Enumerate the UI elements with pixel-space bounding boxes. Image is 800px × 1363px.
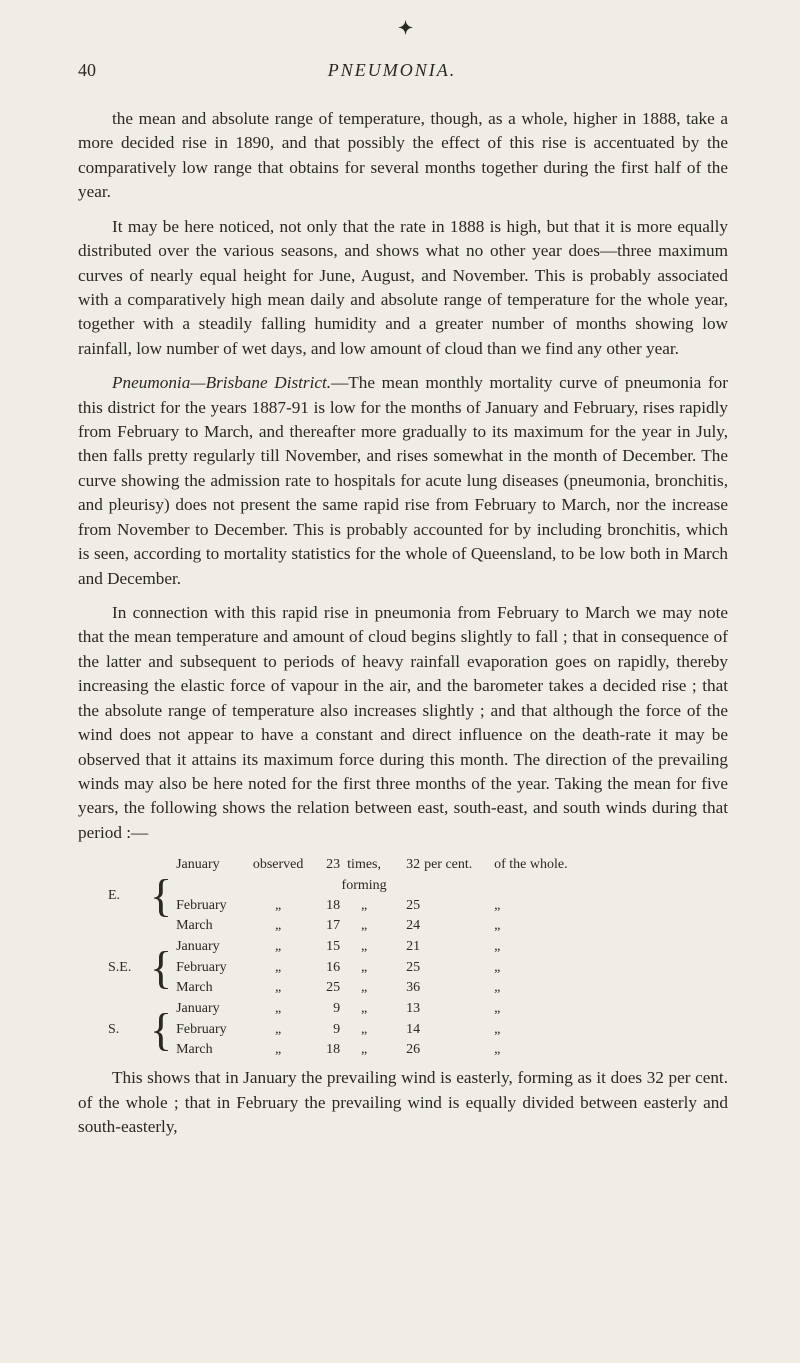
ditto-cell: „ — [340, 896, 388, 916]
wind-group-s: S. { January „ 9 „ 13 „ February „ 9 „ — [108, 999, 728, 1060]
ditto-cell: „ — [494, 1040, 584, 1060]
times-cell: 18 — [312, 896, 340, 916]
ditto-cell: „ — [244, 916, 312, 936]
times-cell: 25 — [312, 978, 340, 998]
paragraph-4: In connection with this rapid rise in pn… — [78, 601, 728, 845]
ditto-cell: „ — [340, 958, 388, 978]
month-cell: February — [176, 896, 244, 916]
month-cell: March — [176, 916, 244, 936]
wind-group-e: E. { January observed 23 times, forming … — [108, 855, 728, 936]
ditto-cell: „ — [494, 916, 584, 936]
month-cell: January — [176, 999, 244, 1019]
month-cell: February — [176, 958, 244, 978]
page-number: 40 — [78, 60, 96, 81]
percent-label-cell: per cent. — [420, 855, 494, 875]
percent-cell: 25 — [388, 958, 420, 978]
table-row: March „ 25 „ 36 „ — [176, 978, 584, 998]
of-whole-cell: of the whole. — [494, 855, 584, 875]
percent-cell: 26 — [388, 1040, 420, 1060]
times-cell: 9 — [312, 1020, 340, 1040]
running-title: PNEUMONIA. — [96, 60, 688, 81]
month-cell: March — [176, 978, 244, 998]
table-row: February „ 18 „ 25 „ — [176, 896, 584, 916]
brace-icon: { — [150, 959, 172, 977]
percent-cell: 25 — [388, 896, 420, 916]
ditto-cell: „ — [494, 958, 584, 978]
ditto-cell: „ — [244, 937, 312, 957]
ditto-cell: „ — [340, 999, 388, 1019]
table-row: January observed 23 times, forming 32 pe… — [176, 855, 584, 896]
wind-direction-table: E. { January observed 23 times, forming … — [108, 855, 728, 1060]
times-cell: 16 — [312, 958, 340, 978]
ditto-cell: „ — [494, 1020, 584, 1040]
times-forming-cell: times, forming — [340, 855, 388, 896]
times-cell: 17 — [312, 916, 340, 936]
table-row: January „ 9 „ 13 „ — [176, 999, 584, 1019]
table-row: March „ 17 „ 24 „ — [176, 916, 584, 936]
ditto-cell: „ — [244, 1040, 312, 1060]
times-cell: 9 — [312, 999, 340, 1019]
ditto-cell: „ — [340, 978, 388, 998]
wind-dir-label: S. — [108, 1020, 150, 1040]
times-cell: 23 — [312, 855, 340, 875]
paragraph-3-rest: —The mean monthly mortality curve of pne… — [78, 373, 728, 587]
percent-cell: 21 — [388, 937, 420, 957]
paragraph-5: This shows that in January the prevailin… — [78, 1066, 728, 1139]
percent-cell: 24 — [388, 916, 420, 936]
percent-cell: 32 — [388, 855, 420, 875]
times-cell: 18 — [312, 1040, 340, 1060]
wind-dir-label: E. — [108, 886, 150, 906]
month-cell: March — [176, 1040, 244, 1060]
month-cell: January — [176, 855, 244, 875]
month-cell: February — [176, 1020, 244, 1040]
table-row: January „ 15 „ 21 „ — [176, 937, 584, 957]
ditto-cell: „ — [244, 958, 312, 978]
paragraph-3: Pneumonia—Brisbane District.—The mean mo… — [78, 371, 728, 591]
ditto-cell: „ — [494, 999, 584, 1019]
ditto-cell: „ — [494, 937, 584, 957]
observed-cell: observed — [244, 855, 312, 875]
ditto-cell: „ — [494, 896, 584, 916]
percent-cell: 13 — [388, 999, 420, 1019]
paragraph-3-lead: Pneumonia—Brisbane District. — [112, 373, 331, 392]
ditto-cell: „ — [340, 1040, 388, 1060]
ditto-cell: „ — [340, 937, 388, 957]
times-cell: 15 — [312, 937, 340, 957]
ditto-cell: „ — [494, 978, 584, 998]
wind-dir-label: S.E. — [108, 958, 150, 978]
brace-icon: { — [150, 1021, 172, 1039]
page-top-mark: ✦ — [398, 18, 413, 39]
ditto-cell: „ — [340, 916, 388, 936]
ditto-cell: „ — [244, 978, 312, 998]
percent-cell: 14 — [388, 1020, 420, 1040]
wind-group-se: S.E. { January „ 15 „ 21 „ February „ 16… — [108, 937, 728, 998]
brace-icon: { — [150, 887, 172, 905]
table-row: March „ 18 „ 26 „ — [176, 1040, 584, 1060]
ditto-cell: „ — [340, 1020, 388, 1040]
percent-cell: 36 — [388, 978, 420, 998]
table-row: February „ 16 „ 25 „ — [176, 958, 584, 978]
ditto-cell: „ — [244, 999, 312, 1019]
ditto-cell: „ — [244, 896, 312, 916]
header-row: 40 PNEUMONIA. — [78, 60, 728, 81]
paragraph-2: It may be here noticed, not only that th… — [78, 215, 728, 362]
paragraph-1: the mean and absolute range of temperatu… — [78, 107, 728, 205]
table-row: February „ 9 „ 14 „ — [176, 1020, 584, 1040]
page-container: 40 PNEUMONIA. the mean and absolute rang… — [0, 0, 800, 1363]
ditto-cell: „ — [244, 1020, 312, 1040]
month-cell: January — [176, 937, 244, 957]
